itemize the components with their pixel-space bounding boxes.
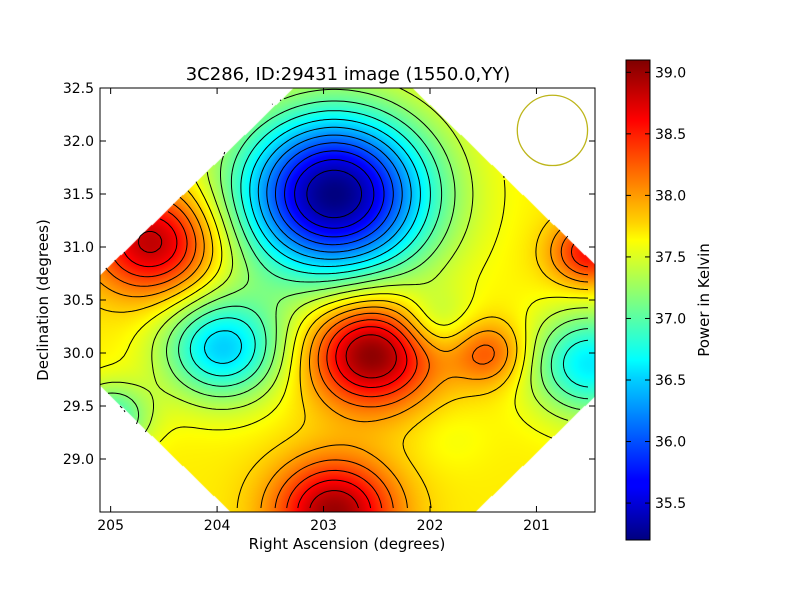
colorbar-tick-label: 38.0 <box>655 188 686 204</box>
y-axis-ticks: 29.0 29.5 30.0 30.5 31.0 31.5 32.0 32.5 <box>63 81 595 468</box>
colorbar-tick-label: 36.0 <box>655 435 686 451</box>
contour-line <box>203 118 421 364</box>
colorbar-tick-label: 38.5 <box>655 127 686 143</box>
colorbar-tick-label: 36.5 <box>655 373 686 389</box>
colorbar-tick-label: 37.5 <box>655 250 686 266</box>
x-tick-label: 204 <box>204 518 231 534</box>
x-tick-label: 202 <box>417 518 444 534</box>
colorbar-ticks: 35.5 36.0 36.5 37.0 37.5 38.0 38.5 39.0 <box>626 65 686 512</box>
beam-circle-marker <box>516 94 589 167</box>
y-tick-label: 31.5 <box>63 187 94 203</box>
contour-line <box>114 211 589 509</box>
contour-line <box>266 134 403 253</box>
heatmap-area <box>100 88 595 512</box>
contour-line <box>100 175 589 443</box>
y-tick-label: 29.0 <box>63 452 94 468</box>
colorbar-tick-label: 37.0 <box>655 311 686 327</box>
y-tick-label: 31.0 <box>63 240 94 256</box>
contour-line <box>100 196 589 509</box>
contour-line <box>275 142 394 246</box>
contour-line <box>284 150 385 238</box>
y-tick-label: 29.5 <box>63 399 94 415</box>
contour-line <box>138 231 397 509</box>
x-axis-ticks: 205 204 203 202 201 <box>97 88 550 534</box>
y-tick-label: 30.5 <box>63 293 94 309</box>
contour-line <box>119 100 589 413</box>
contour-line <box>306 169 362 219</box>
contour-line <box>123 218 408 509</box>
contour-line <box>257 126 412 260</box>
contour-line <box>107 88 589 425</box>
heatmap-image <box>100 88 595 512</box>
x-tick-label: 203 <box>310 518 337 534</box>
x-tick-label: 201 <box>523 518 550 534</box>
contour-line <box>294 159 375 229</box>
contour-lines <box>100 88 589 509</box>
colorbar-label: Power in Kelvin <box>695 243 713 357</box>
chart-title: 3C286, ID:29431 image (1550.0,YY) <box>186 64 511 85</box>
colorbar <box>625 59 651 541</box>
contour-line <box>100 190 589 509</box>
contour-line <box>189 110 589 388</box>
contour-line <box>105 203 589 509</box>
x-axis-label: Right Ascension (degrees) <box>249 535 446 553</box>
y-tick-label: 30.0 <box>63 346 94 362</box>
colorbar-tick-label: 39.0 <box>655 65 686 81</box>
y-tick-label: 32.0 <box>63 134 94 150</box>
y-axis-label: Declination (degrees) <box>34 219 52 381</box>
colorbar-tick-label: 35.5 <box>655 496 686 512</box>
y-tick-label: 32.5 <box>63 81 94 97</box>
x-tick-label: 205 <box>97 518 124 534</box>
